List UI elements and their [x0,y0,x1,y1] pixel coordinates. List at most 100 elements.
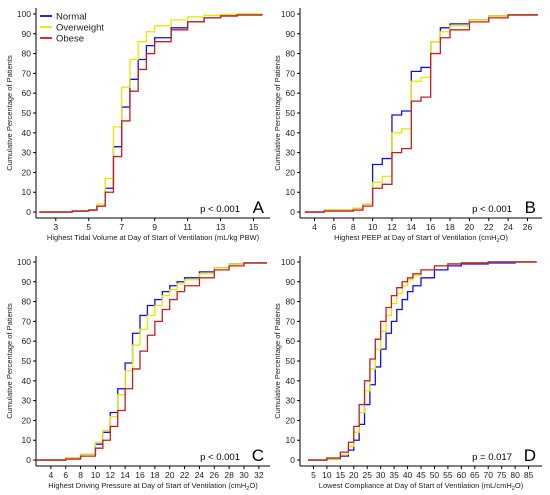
y-tick-label: 80 [286,297,296,307]
x-tick-label: 24 [195,470,205,480]
y-tick-label: 70 [22,316,32,326]
x-tick-label: 35 [389,470,399,480]
legend-label: Obese [56,34,84,45]
y-tick-label: 90 [286,277,296,287]
x-tick-label: 8 [351,222,356,232]
y-tick-label: 30 [286,148,296,158]
y-tick-label: 80 [22,49,32,59]
y-tick-label: 10 [22,435,32,445]
y-tick-label: 40 [286,128,296,138]
y-tick-label: 70 [286,68,296,78]
y-tick-label: 60 [22,336,32,346]
y-tick-label: 30 [22,148,32,158]
series-line-normal [36,261,267,461]
series-line-normal [304,13,538,213]
y-tick-label: 10 [22,187,32,197]
x-tick-label: 70 [483,470,493,480]
x-tick-label: 14 [407,222,417,232]
y-tick-label: 60 [286,336,296,346]
y-tick-label: 40 [22,376,32,386]
x-tick-label: 40 [403,470,413,480]
x-tick-label: 6 [332,222,337,232]
x-tick-label: 3 [53,222,58,232]
x-tick-label: 7 [119,222,124,232]
y-tick-label: 0 [290,455,295,465]
y-tick-label: 100 [17,257,31,267]
panel-b: 0 10 20 30 40 50 60 70 80 90 100 4 6 8 10 12 14 16 18 20 22 2… [273,8,542,244]
x-tick-label: 45 [416,470,426,480]
x-tick-label: 20 [165,470,175,480]
x-tick-label: 13 [216,222,226,232]
x-axis-title: Highest Tidal Volume at Day of Start of … [47,233,260,242]
y-tick-label: 50 [286,356,296,366]
series-line-obese [308,261,537,461]
y-tick-label: 90 [22,277,32,287]
x-tick-label: 50 [430,470,440,480]
series-line-overweight [36,261,267,461]
x-tick-label: 55 [443,470,453,480]
y-tick-label: 100 [281,257,295,267]
y-tick-label: 50 [22,356,32,366]
series-line-obese [304,13,538,213]
x-tick-label: 18 [445,222,455,232]
x-tick-label: 12 [106,470,116,480]
x-tick-label: 65 [470,470,480,480]
panel-a: 0 10 20 30 40 50 60 70 80 90 100 3 5 7 9 11 13 15 Cumulati… [5,8,270,242]
p-value: p = 0.017 [472,452,512,463]
y-tick-label: 80 [22,297,32,307]
panel-letter: B [525,198,536,217]
x-tick-label: 32 [254,470,264,480]
y-tick-label: 10 [286,435,296,445]
y-axis-title: Cumulative Percentage of Patients [5,55,14,171]
x-tick-label: 75 [497,470,507,480]
x-tick-label: 12 [387,222,397,232]
y-axis-title: Cumulative Percentage of Patients [273,303,282,419]
y-tick-label: 10 [286,187,296,197]
legend-label: Overweight [56,23,104,34]
series-line-obese [39,13,263,213]
y-tick-label: 70 [22,68,32,78]
x-tick-label: 4 [312,222,317,232]
x-tick-label: 4 [48,470,53,480]
x-tick-label: 15 [249,222,259,232]
y-tick-label: 70 [286,316,296,326]
x-tick-label: 26 [210,470,220,480]
x-axis-title: Lowest Compliance at Day of Start of Ven… [319,481,524,492]
x-tick-label: 10 [91,470,101,480]
x-tick-label: 22 [180,470,190,480]
series-line-overweight [308,261,537,461]
y-tick-label: 100 [17,9,31,19]
y-tick-label: 30 [286,396,296,406]
x-tick-label: 80 [510,470,520,480]
p-value: p < 0.001 [472,204,512,215]
p-value: p < 0.001 [200,452,240,463]
y-tick-label: 50 [22,108,32,118]
x-tick-label: 22 [484,222,494,232]
x-tick-label: 16 [426,222,436,232]
y-tick-label: 0 [290,207,295,217]
p-value: p < 0.001 [200,204,240,215]
y-tick-label: 80 [286,49,296,59]
x-axis-title: Highest PEEP at Day of Start of Ventilat… [334,233,508,244]
x-tick-label: 9 [152,222,157,232]
y-tick-label: 20 [22,167,32,177]
x-tick-label: 15 [336,470,346,480]
x-tick-label: 18 [150,470,160,480]
x-tick-label: 10 [368,222,378,232]
y-tick-label: 20 [286,167,296,177]
y-tick-label: 0 [26,207,31,217]
x-tick-label: 8 [78,470,83,480]
y-tick-label: 30 [22,396,32,406]
panel-letter: A [253,198,265,217]
x-tick-label: 28 [224,470,234,480]
x-axis-title: Highest Driving Pressure at Day of Start… [48,481,258,492]
y-tick-label: 40 [22,128,32,138]
y-tick-label: 0 [26,455,31,465]
x-tick-label: 30 [376,470,386,480]
y-tick-label: 40 [286,376,296,386]
x-tick-label: 16 [135,470,145,480]
panel-c: 0 10 20 30 40 50 60 70 80 90 100 4 6 8 10 12 14 16 18 20 22 2… [5,256,270,492]
